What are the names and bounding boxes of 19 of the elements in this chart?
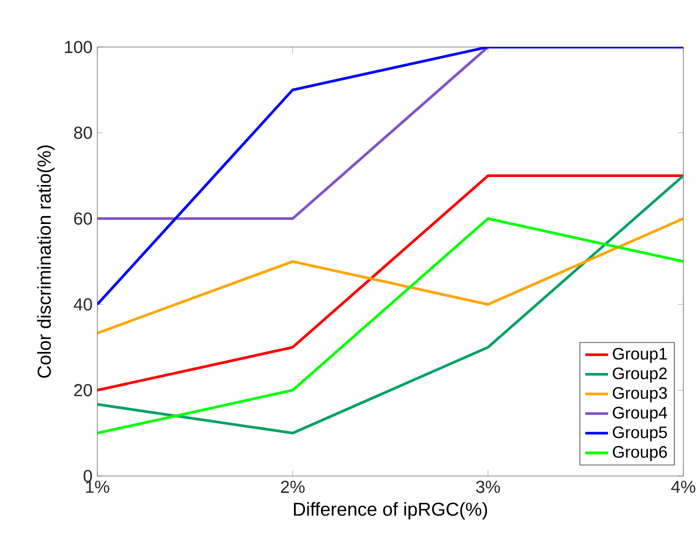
legend-label: Group5 — [612, 426, 667, 442]
line-series — [97, 217, 684, 334]
y-tick-label: 60 — [74, 212, 92, 225]
legend-label: Group3 — [612, 387, 667, 402]
y-tick-label: 20 — [74, 384, 92, 396]
legend-label: Group4 — [612, 406, 668, 422]
x-tick-label: 2% — [281, 480, 305, 493]
x-tick-label: 4% — [671, 480, 696, 493]
y-tick-label: 80 — [74, 126, 92, 139]
y-tick-label: 0 — [84, 470, 92, 482]
x-tick-label: 3% — [476, 480, 500, 493]
y-tick-label: 100 — [65, 40, 92, 54]
y-tick-label: 40 — [74, 298, 92, 311]
legend-label: Group1 — [612, 348, 667, 363]
x-tick-label: 1% — [86, 480, 110, 493]
y-axis-title: Color discrimination ratio(%) — [37, 145, 55, 378]
legend-label: Group6 — [612, 446, 667, 462]
x-axis-title: Difference of ipRGC(%) — [294, 502, 488, 520]
legend-label: Group2 — [612, 368, 667, 383]
